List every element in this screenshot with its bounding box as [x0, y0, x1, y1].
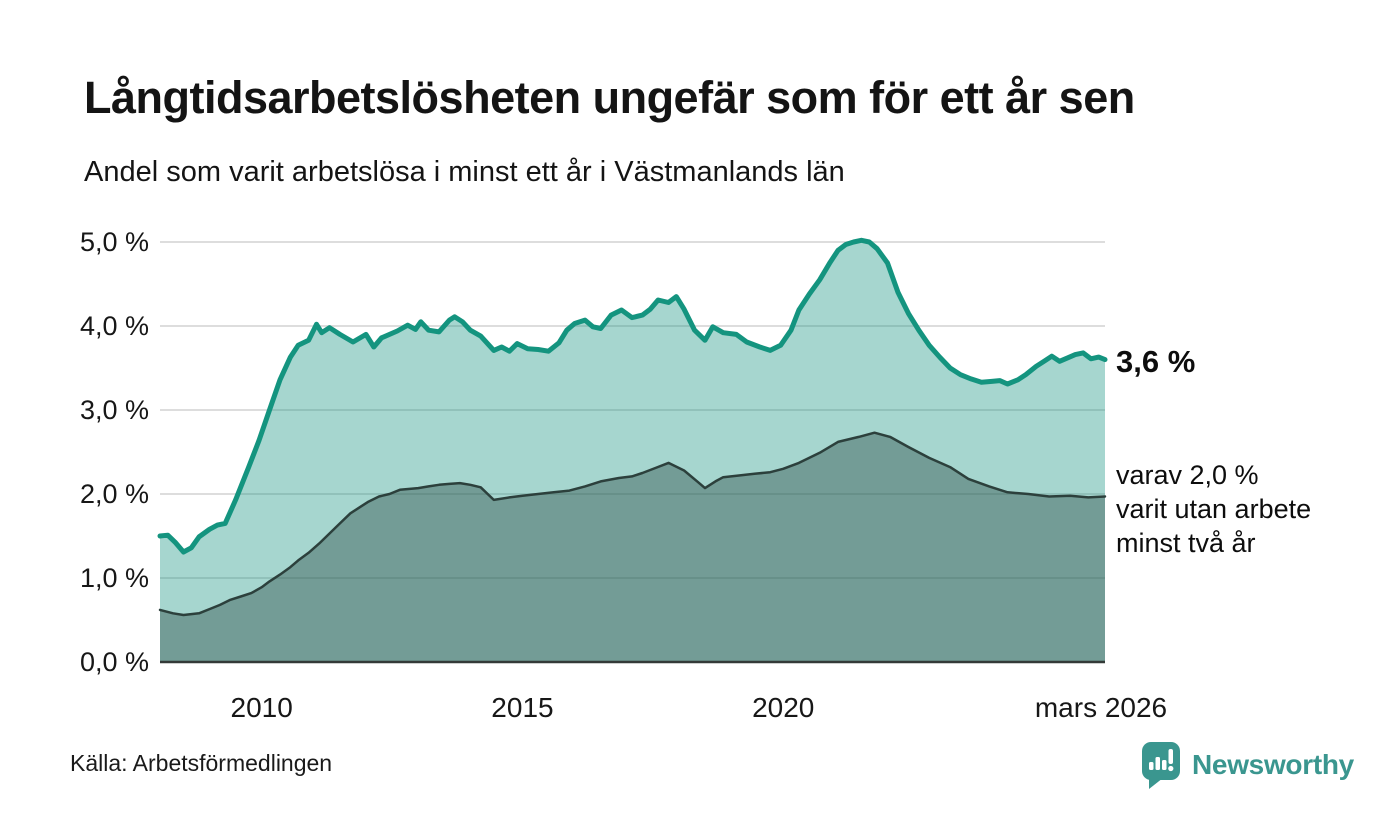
source-note: Källa: Arbetsförmedlingen	[70, 750, 333, 776]
series-line-0	[157, 237, 1108, 555]
x-tick-label: 2010	[230, 692, 293, 723]
secondary-series-annotation: varav 2,0 % varit utan arbete minst två …	[1116, 458, 1311, 560]
chart-title: Långtidsarbetslösheten ungefär som för e…	[84, 72, 1135, 123]
newsworthy-bubble-chart-icon	[1140, 740, 1182, 790]
annotation-line-3: minst två år	[1116, 528, 1256, 558]
latest-value-label: 3,6 %	[1116, 344, 1196, 379]
annotation-line-1: varav 2,0 %	[1116, 460, 1259, 490]
x-tick-label: mars 2026	[1034, 692, 1168, 723]
y-tick-label: 0,0 %	[79, 647, 149, 677]
series-line-1	[158, 431, 1107, 617]
y-tick-label: 1,0 %	[79, 563, 149, 593]
y-tick-label: 3,0 %	[79, 395, 149, 425]
series-area-0	[160, 240, 1105, 663]
x-tick-label: 2015	[491, 692, 554, 723]
chart-subtitle: Andel som varit arbetslösa i minst ett å…	[84, 156, 845, 188]
brand-logo: Newsworthy	[1140, 740, 1354, 790]
y-tick-label: 5,0 %	[79, 227, 149, 257]
series-area-1	[160, 432, 1105, 662]
chart-series	[157, 237, 1108, 663]
y-tick-label: 4,0 %	[79, 311, 149, 341]
brand-wordmark: Newsworthy	[1192, 749, 1354, 780]
x-tick-label: 2020	[752, 692, 815, 723]
y-tick-label: 2,0 %	[79, 479, 149, 509]
annotation-line-2: varit utan arbete	[1116, 494, 1312, 524]
